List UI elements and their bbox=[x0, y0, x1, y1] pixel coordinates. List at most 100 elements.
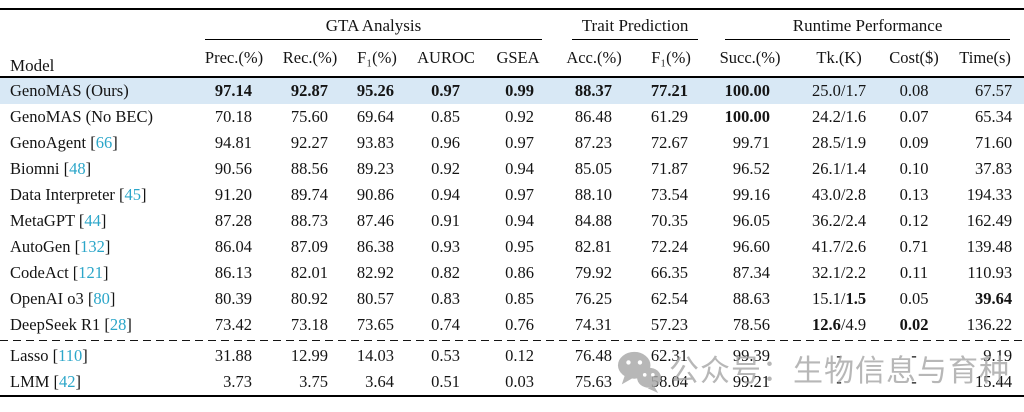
value-cell: 73.65 bbox=[356, 315, 394, 334]
col-header-cost: Cost($) bbox=[882, 40, 947, 78]
value-cell: 76.48 bbox=[574, 346, 613, 365]
value-cell: 82.81 bbox=[574, 237, 613, 256]
value-cell: 0.02 bbox=[899, 315, 929, 334]
value-cell: 28.5/1.9 bbox=[812, 133, 867, 152]
model-name: CodeAct [121] bbox=[10, 263, 109, 282]
value-cell: 87.46 bbox=[356, 211, 394, 230]
col-header-f1-trait: F₁(%) bbox=[638, 40, 705, 78]
col-header-time: Time(s) bbox=[946, 40, 1024, 78]
value-cell: 71.60 bbox=[974, 133, 1013, 152]
citation-link[interactable]: 66 bbox=[95, 133, 113, 152]
value-cell: 86.04 bbox=[214, 237, 252, 256]
value-cell: 62.31 bbox=[650, 346, 689, 365]
citation-link[interactable]: 42 bbox=[59, 372, 76, 391]
value-cell: 0.82 bbox=[431, 263, 460, 282]
value-cell: 0.91 bbox=[431, 211, 460, 230]
col-header-f1: F₁(%) bbox=[348, 40, 406, 78]
value-cell: 0.53 bbox=[431, 346, 460, 365]
value-cell: 31.88 bbox=[214, 346, 252, 365]
value-cell: 26.1/1.4 bbox=[812, 159, 867, 178]
value-cell: 99.21 bbox=[732, 372, 771, 391]
value-cell: 62.54 bbox=[650, 289, 689, 308]
value-cell: 0.12 bbox=[899, 211, 929, 230]
value-cell: 0.94 bbox=[505, 211, 535, 230]
value-cell: 0.95 bbox=[505, 237, 535, 256]
value-cell: 89.74 bbox=[290, 185, 328, 204]
table-row: CodeAct [121] 86.13 82.01 82.92 0.82 0.86 79.9… bbox=[0, 260, 1024, 286]
value-cell: 86.13 bbox=[214, 263, 252, 282]
value-cell: 25.0/1.7 bbox=[796, 77, 883, 104]
table-row: Biomni [48] 90.56 88.56 89.23 0.92 0.94 85.05 7… bbox=[0, 156, 1024, 182]
col-header-prec: Prec.(%) bbox=[196, 40, 272, 78]
value-cell: 75.60 bbox=[290, 107, 328, 126]
table-row: GenoMAS (No BEC) 70.18 75.60 69.64 0.85 0.92 8… bbox=[0, 104, 1024, 130]
model-name: Lasso [110] bbox=[10, 346, 88, 365]
value-cell: 0.71 bbox=[899, 237, 929, 256]
value-cell: 0.93 bbox=[431, 237, 460, 256]
value-cell: 77.21 bbox=[638, 77, 705, 104]
citation-link[interactable]: 121 bbox=[78, 263, 104, 282]
value-cell: - bbox=[836, 346, 842, 365]
group-label: Runtime Performance bbox=[792, 16, 943, 35]
value-cell: 65.34 bbox=[974, 107, 1013, 126]
value-cell: 12.99 bbox=[290, 346, 328, 365]
value-cell: 41.7/2.6 bbox=[812, 237, 867, 256]
value-cell: 87.34 bbox=[732, 263, 771, 282]
value-cell: 0.97 bbox=[505, 133, 535, 152]
model-name: MetaGPT [44] bbox=[10, 211, 107, 230]
value-cell: 78.56 bbox=[732, 315, 771, 334]
value-cell: 139.48 bbox=[966, 237, 1013, 256]
value-cell: 80.92 bbox=[290, 289, 328, 308]
value-cell: 0.07 bbox=[899, 107, 929, 126]
table-row: DeepSeek R1 [28] 73.42 73.18 73.65 0.74 0.76 7… bbox=[0, 312, 1024, 338]
value-cell: 70.18 bbox=[214, 107, 252, 126]
value-cell: 3.64 bbox=[365, 372, 394, 391]
value-cell: 80.39 bbox=[214, 289, 252, 308]
value-cell: 110.93 bbox=[967, 263, 1013, 282]
value-cell: 69.64 bbox=[356, 107, 394, 126]
value-cell: 87.09 bbox=[290, 237, 328, 256]
model-name: AutoGen [132] bbox=[10, 237, 111, 256]
value-cell: 67.57 bbox=[946, 77, 1024, 104]
value-cell: 92.87 bbox=[272, 77, 348, 104]
group-header-runtime-performance: Runtime Performance bbox=[704, 9, 1024, 40]
value-cell: 82.01 bbox=[290, 263, 328, 282]
table-row: GenoMAS (Ours) 97.14 92.87 95.26 0.97 0.99 88.… bbox=[0, 77, 1024, 104]
value-cell: 97.14 bbox=[196, 77, 272, 104]
value-cell: 87.28 bbox=[214, 211, 252, 230]
value-cell: 61.29 bbox=[650, 107, 689, 126]
citation-link[interactable]: 132 bbox=[80, 237, 105, 256]
value-cell: 85.05 bbox=[574, 159, 613, 178]
value-cell: 96.52 bbox=[732, 159, 771, 178]
model-name: Data Interpreter [45] bbox=[10, 185, 147, 204]
value-cell: 89.23 bbox=[356, 159, 394, 178]
model-name: GenoMAS (Ours) bbox=[0, 77, 196, 104]
table-row: MetaGPT [44] 87.28 88.73 87.46 0.91 0.94 84.88… bbox=[0, 208, 1024, 234]
value-cell: 162.49 bbox=[966, 211, 1013, 230]
value-cell: 82.92 bbox=[356, 263, 394, 282]
value-cell: 72.67 bbox=[650, 133, 689, 152]
value-cell: 0.99 bbox=[486, 77, 551, 104]
value-cell: 100.00 bbox=[724, 107, 771, 126]
value-cell: 94.81 bbox=[214, 133, 252, 152]
value-cell: 15.1/1.5 bbox=[812, 289, 867, 308]
value-cell: 70.35 bbox=[650, 211, 689, 230]
model-name: DeepSeek R1 [28] bbox=[10, 315, 132, 334]
citation-link[interactable]: 80 bbox=[93, 289, 110, 308]
dashed-separator bbox=[0, 338, 1024, 343]
value-cell: 84.88 bbox=[574, 211, 613, 230]
model-name: GenoMAS (No BEC) bbox=[10, 107, 153, 126]
col-header-auroc: AUROC bbox=[406, 40, 486, 78]
value-cell: 87.23 bbox=[574, 133, 613, 152]
value-cell: 76.25 bbox=[574, 289, 613, 308]
value-cell: 24.2/1.6 bbox=[812, 107, 867, 126]
citation-link[interactable]: 44 bbox=[84, 211, 101, 230]
citation-link[interactable]: 28 bbox=[109, 315, 127, 334]
table-row: Data Interpreter [45] 91.20 89.74 90.86 0.94… bbox=[0, 182, 1024, 208]
citation-link[interactable]: 48 bbox=[69, 159, 86, 178]
value-cell: 95.26 bbox=[348, 77, 406, 104]
citation-link[interactable]: 110 bbox=[58, 346, 83, 365]
citation-link[interactable]: 45 bbox=[124, 185, 142, 204]
value-cell: 0.97 bbox=[505, 185, 535, 204]
value-cell: 72.24 bbox=[650, 237, 689, 256]
